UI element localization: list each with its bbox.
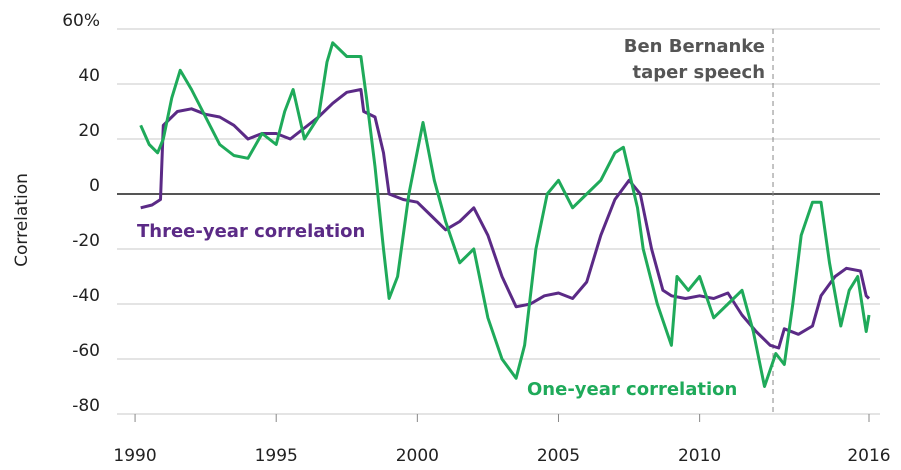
y-tick-label: 20 (78, 121, 100, 141)
y-tick-label: 0 (89, 176, 100, 196)
line-series (140, 88, 871, 350)
x-tick-label: 2005 (537, 446, 580, 466)
x-tick-label: 2000 (396, 446, 439, 466)
x-tick-label: 2016 (847, 446, 890, 466)
x-tick-label: 2010 (678, 446, 721, 466)
y-axis-label: Correlation (12, 173, 32, 267)
y-tick-label: 40 (78, 66, 100, 86)
y-tick-label: -20 (72, 231, 100, 251)
y-tick-label: -80 (72, 396, 100, 416)
line-series (139, 41, 871, 388)
annotation: taper speech (633, 62, 766, 83)
x-tick-label: 1990 (113, 446, 156, 466)
y-tick-label: -60 (72, 341, 100, 361)
series-label: One-year correlation (527, 379, 737, 400)
series-label: Three-year correlation (137, 221, 365, 242)
y-tick-label: 60% (62, 11, 100, 31)
y-tick-label: -40 (72, 286, 100, 306)
annotation: Ben Bernanke (624, 36, 765, 57)
x-tick-label: 1995 (255, 446, 298, 466)
